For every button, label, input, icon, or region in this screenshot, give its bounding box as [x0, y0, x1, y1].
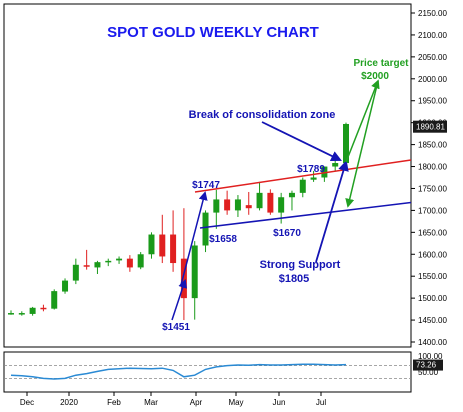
candle-body [40, 307, 47, 310]
candle-body [245, 205, 252, 209]
label-1451: $1451 [162, 322, 190, 333]
y-tick-label: 1400.00 [418, 338, 447, 347]
last-price-label: 1890.81 [416, 123, 445, 132]
y-tick-label: 2000.00 [418, 75, 447, 84]
osc-last-box [413, 359, 443, 371]
candle-body [299, 179, 306, 193]
chart-title: SPOT GOLD WEEKLY CHART [107, 24, 319, 41]
last-price-box [413, 120, 447, 133]
candle-body [116, 258, 123, 261]
candle-body [51, 291, 58, 309]
y-tick-label: 1650.00 [418, 228, 447, 237]
candle-body [83, 265, 90, 267]
main-plot-frame [3, 3, 412, 348]
label-1658: $1658 [209, 234, 237, 245]
x-tick-label: 2020 [60, 398, 78, 407]
candle-body [332, 163, 339, 167]
candle-body [72, 264, 79, 281]
candle-body [62, 280, 69, 292]
candle-body [29, 307, 36, 314]
y-tick-label: 1500.00 [418, 294, 447, 303]
x-tick-label: Mar [144, 398, 158, 407]
y-tick-label: 1450.00 [418, 316, 447, 325]
label-1747: $1747 [192, 180, 220, 191]
candle-body [321, 166, 328, 178]
candle-body [224, 199, 231, 211]
support-line [199, 201, 412, 229]
y-tick-label: 1950.00 [418, 97, 447, 106]
y-tick-label: 2150.00 [418, 9, 447, 18]
osc-last-label: 73.26 [416, 361, 437, 370]
candle-body [170, 234, 177, 264]
candle-body [234, 199, 241, 211]
candle-body [267, 192, 274, 213]
oscillator-frame [3, 351, 412, 393]
x-tick-label: Apr [190, 398, 203, 407]
x-tick-label: May [228, 398, 243, 407]
x-tick-label: Dec [20, 398, 34, 407]
annotation-target-2: $2000 [361, 71, 389, 82]
y-tick-label: 1600.00 [418, 250, 447, 259]
arrow-target-down [345, 80, 379, 208]
x-tick-label: Feb [107, 398, 121, 407]
candle-body [94, 262, 101, 268]
candle-body [343, 123, 349, 164]
candle-body [159, 234, 166, 257]
candle-body [126, 258, 133, 268]
candle-body [256, 192, 263, 209]
annotation-target-1: Price target [353, 58, 409, 69]
candle-body [105, 260, 112, 263]
y-tick-label: 1750.00 [418, 184, 447, 193]
candle-body [310, 177, 317, 180]
y-tick-label: 2100.00 [418, 31, 447, 40]
arrow-support [315, 160, 349, 263]
arrow-1451 [171, 278, 188, 321]
arrow-target-up [345, 79, 380, 163]
arrow-break [261, 121, 342, 162]
x-tick-label: Jul [316, 398, 326, 407]
candle-body [137, 254, 144, 268]
y-tick-label: 1850.00 [418, 141, 447, 150]
candle-body [278, 197, 285, 213]
annotation-support-1: Strong Support [260, 259, 341, 271]
candle-body [8, 313, 14, 315]
y-tick-label: 1700.00 [418, 206, 447, 215]
osc-line [10, 363, 347, 380]
osc-tick-label: 50.00 [418, 368, 439, 377]
arrow-to-1747 [180, 191, 208, 286]
candle-body [18, 313, 25, 315]
candle-body [148, 234, 155, 255]
resistance-line [194, 159, 412, 193]
candle-body [202, 212, 209, 246]
y-tick-label: 1800.00 [418, 163, 447, 172]
candle-body [288, 192, 295, 198]
label-1670: $1670 [273, 228, 301, 239]
candle-body [180, 258, 187, 299]
x-tick-label: Jun [273, 398, 286, 407]
y-tick-label: 2050.00 [418, 53, 447, 62]
candle-body [213, 199, 220, 213]
annotation-break: Break of consolidation zone [189, 109, 336, 121]
annotation-support-2: $1805 [279, 273, 310, 285]
y-tick-label: 1550.00 [418, 272, 447, 281]
osc-tick-label: 100.00 [418, 352, 443, 361]
candle-body [191, 245, 198, 299]
label-1789: $1789 [297, 164, 325, 175]
